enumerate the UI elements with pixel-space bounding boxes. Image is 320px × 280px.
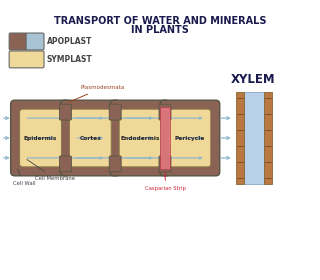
FancyBboxPatch shape — [159, 104, 171, 120]
Text: Cortex: Cortex — [79, 136, 101, 141]
FancyBboxPatch shape — [109, 156, 121, 172]
Bar — [160, 107, 170, 169]
FancyBboxPatch shape — [119, 109, 161, 167]
FancyBboxPatch shape — [159, 156, 171, 172]
FancyBboxPatch shape — [169, 109, 211, 167]
Bar — [264, 92, 271, 184]
Text: Plasmodesmata: Plasmodesmata — [69, 85, 125, 102]
Text: Epidermis: Epidermis — [24, 136, 57, 141]
Text: APOPLAST: APOPLAST — [46, 37, 92, 46]
Text: TRANSPORT OF WATER AND MINERALS: TRANSPORT OF WATER AND MINERALS — [54, 16, 266, 26]
Text: XYLEM: XYLEM — [231, 73, 276, 86]
Text: Pericycle: Pericycle — [175, 136, 205, 141]
Bar — [244, 92, 264, 184]
FancyBboxPatch shape — [9, 33, 27, 50]
Text: IN PLANTS: IN PLANTS — [131, 25, 189, 34]
Text: SYMPLAST: SYMPLAST — [46, 55, 92, 64]
FancyBboxPatch shape — [69, 109, 111, 167]
FancyBboxPatch shape — [109, 104, 121, 120]
FancyBboxPatch shape — [11, 100, 70, 176]
FancyBboxPatch shape — [26, 33, 44, 50]
FancyBboxPatch shape — [110, 100, 170, 176]
FancyBboxPatch shape — [60, 100, 120, 176]
FancyBboxPatch shape — [9, 51, 44, 68]
Text: Casparian Strip: Casparian Strip — [145, 173, 186, 191]
FancyBboxPatch shape — [160, 100, 220, 176]
Text: Endodermis: Endodermis — [120, 136, 160, 141]
FancyBboxPatch shape — [20, 109, 61, 167]
Text: Cell Wall: Cell Wall — [13, 169, 35, 186]
Bar — [236, 92, 244, 184]
Text: Cell Membrane: Cell Membrane — [27, 160, 75, 181]
FancyBboxPatch shape — [60, 104, 71, 120]
FancyBboxPatch shape — [60, 156, 71, 172]
